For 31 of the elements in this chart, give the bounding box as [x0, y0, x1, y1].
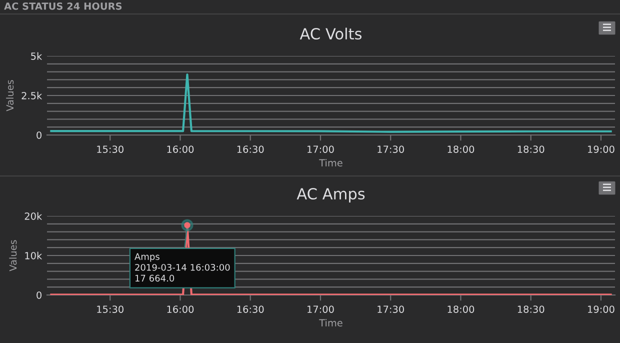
x-tick-label: 18:00 [448, 146, 474, 153]
x-tick-label: 17:00 [308, 146, 334, 153]
x-tick-label: 15:30 [97, 146, 124, 153]
x-tick-label: 15:30 [97, 306, 124, 313]
y-axis-title: Values [9, 240, 17, 272]
text: AC STATUS 24 HOURS [4, 2, 122, 10]
y-tick-label: 0 [36, 291, 42, 299]
x-tick-label: 16:00 [167, 146, 194, 153]
line-series [50, 73, 612, 133]
y-tick-label: 20k [24, 212, 42, 220]
x-axis-title: Time [319, 318, 342, 327]
y-tick-label: 2.5k [22, 92, 42, 100]
x-tick-label: 16:00 [167, 306, 194, 313]
y-tick-label: 0 [36, 131, 42, 139]
x-tick-label: 19:00 [588, 306, 614, 313]
x-tick-label: 16:30 [237, 306, 264, 313]
x-tick-label: 16:30 [237, 146, 264, 153]
x-tick-label: 19:00 [588, 146, 614, 153]
y-axis-title: Values [6, 80, 14, 112]
x-tick-label: 17:00 [308, 306, 334, 313]
y-tick-label: 5k [31, 52, 42, 60]
x-tick-label: 17:30 [378, 146, 404, 153]
annotation: Amps 2019-03-14 16:03:00 17 664.0 [134, 253, 230, 282]
x-tick-label: 17:30 [378, 306, 404, 313]
x-tick-label: 18:30 [518, 306, 544, 313]
chart-title: AC Amps [296, 188, 365, 203]
x-tick-label: 18:00 [448, 306, 474, 313]
x-tick-label: 18:30 [518, 146, 544, 153]
y-tick-label: 10k [25, 252, 42, 260]
chart-title: AC Volts [300, 28, 362, 40]
x-axis-title: Time [319, 158, 342, 167]
